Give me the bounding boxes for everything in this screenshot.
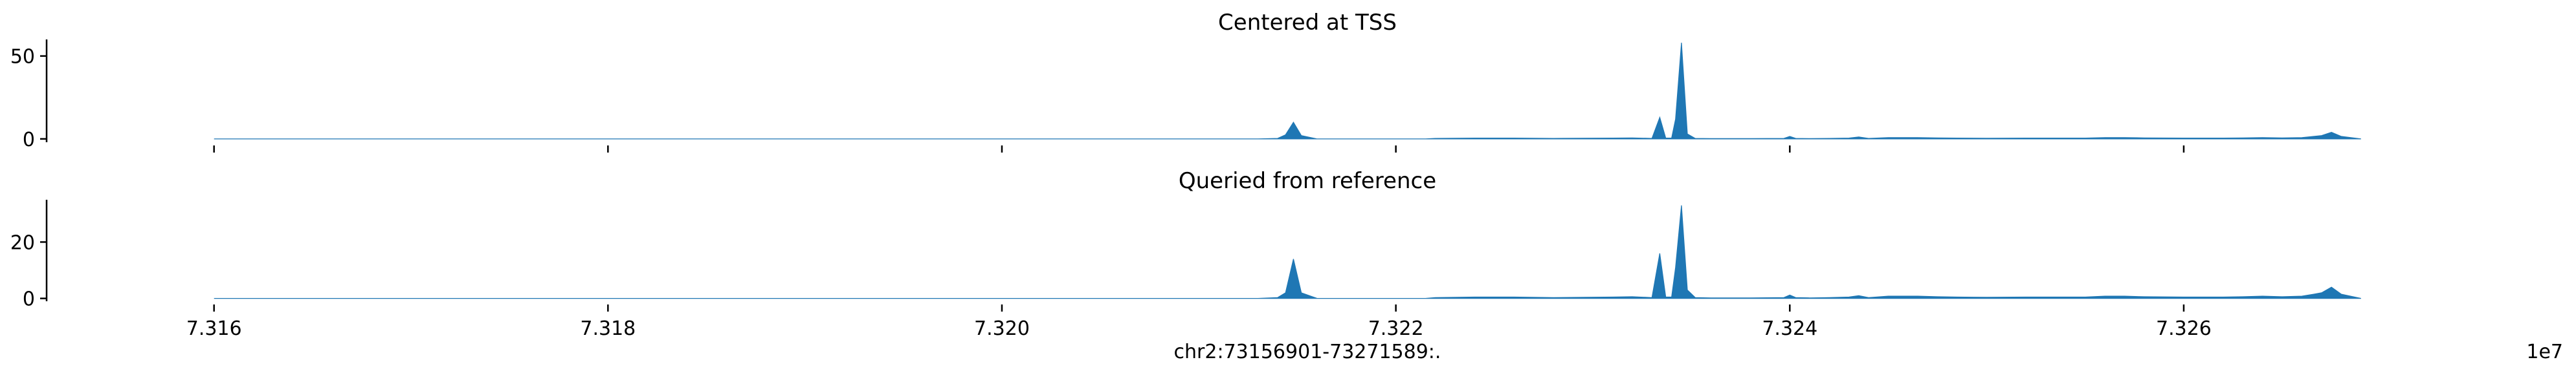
y-tick-label: 50 <box>10 46 35 69</box>
y-axis-ticks-top: 0 50 <box>10 46 47 151</box>
y-axis-ticks-bottom: 0 20 <box>10 231 47 311</box>
chart-title-queried-from-reference: Queried from reference <box>1179 168 1436 194</box>
x-axis-offset-label: 1e7 <box>2526 341 2563 363</box>
signal-area-1 <box>214 205 2361 299</box>
x-tick-label: 7.320 <box>974 317 1030 340</box>
chart-title-centered-at-tss: Centered at TSS <box>1218 10 1397 36</box>
x-tick-label: 7.324 <box>1762 317 1817 340</box>
x-tick-label: 7.322 <box>1368 317 1424 340</box>
y-tick-label: 0 <box>23 129 35 151</box>
panel-centered-at-tss: Centered at TSS 0 50 <box>10 10 2361 153</box>
signal-area-0 <box>214 43 2361 140</box>
x-axis-label: chr2:73156901-73271589:. <box>1174 341 1441 363</box>
x-axis-ticks-bottom: 7.316 7.318 7.320 7.322 7.324 7.326 <box>186 304 2212 340</box>
panel-queried-from-reference: Queried from reference 020 7.316 7.318 7.3… <box>10 168 2563 363</box>
x-tick-label: 7.318 <box>580 317 636 340</box>
x-tick-label: 7.316 <box>186 317 242 340</box>
y-tick-label: 0 <box>23 288 35 311</box>
plot-area-top <box>214 43 2361 140</box>
plot-area-bottom <box>214 205 2361 299</box>
x-tick-label: 7.326 <box>2156 317 2212 340</box>
y-tick-label: 20 <box>10 231 35 254</box>
x-axis-ticks-top <box>213 145 2185 153</box>
